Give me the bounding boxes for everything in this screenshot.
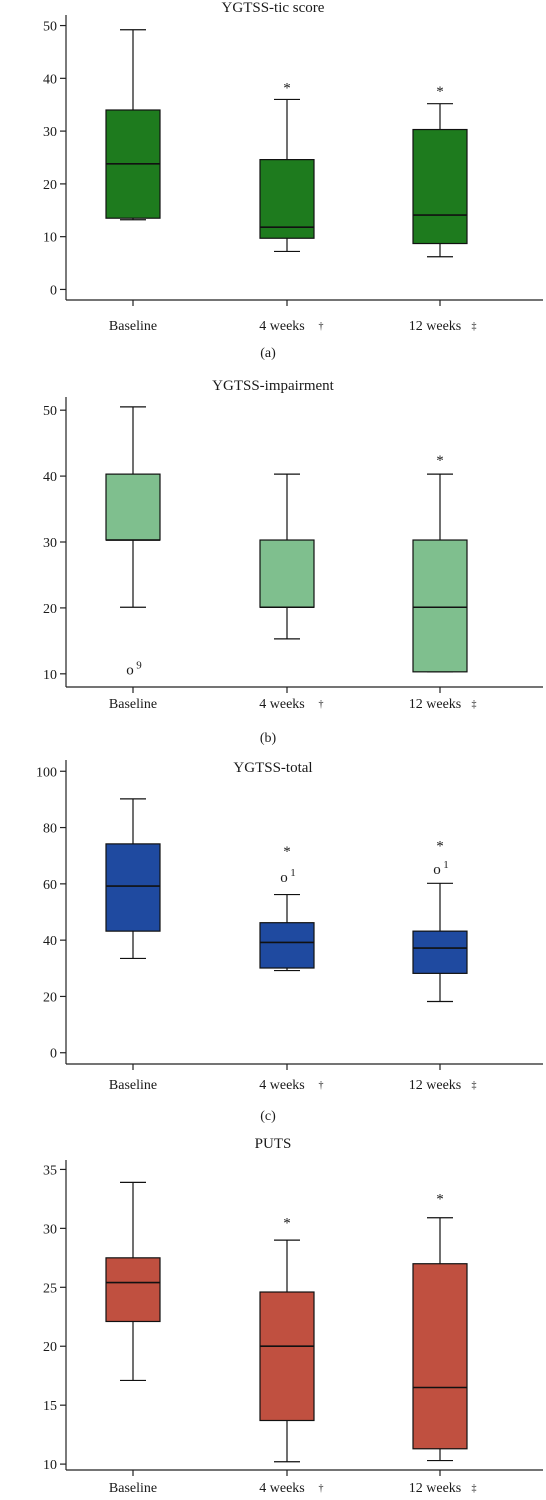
box-iqr — [105, 473, 161, 541]
x-tick-label: 4 weeks — [259, 1481, 305, 1496]
y-tick-label: 100 — [36, 765, 57, 780]
y-tick-label: 25 — [43, 1281, 57, 1296]
x-tick-label: Baseline — [109, 1078, 157, 1093]
significance-asterisk: * — [283, 844, 291, 860]
x-tick-marker: † — [319, 1483, 324, 1494]
x-tick-label: Baseline — [109, 697, 157, 712]
box-iqr — [412, 1263, 468, 1450]
y-tick-label: 20 — [43, 602, 57, 617]
y-tick-label: 10 — [43, 1458, 57, 1473]
y-tick-label: 30 — [43, 536, 57, 551]
x-tick-label: 4 weeks — [259, 697, 305, 712]
outlier-case-label: 9 — [136, 660, 142, 672]
x-tick-label: 12 weeks — [409, 1078, 462, 1093]
y-tick-label: 20 — [43, 1340, 57, 1355]
y-tick-label: 50 — [43, 20, 57, 35]
y-tick-label: 50 — [43, 404, 57, 419]
y-tick-label: 20 — [43, 990, 57, 1005]
x-tick-label: Baseline — [109, 1481, 157, 1496]
box-iqr — [105, 843, 161, 932]
panel-label: (a) — [260, 346, 276, 361]
panel-label: (c) — [260, 1109, 276, 1124]
y-tick-label: 10 — [43, 668, 57, 683]
significance-asterisk: * — [283, 1215, 291, 1231]
x-tick-label: Baseline — [109, 319, 157, 334]
box-iqr — [259, 159, 315, 239]
box-iqr — [259, 922, 315, 969]
box-iqr — [259, 539, 315, 608]
significance-asterisk: * — [436, 1192, 444, 1208]
x-tick-marker: ‡ — [472, 1080, 477, 1091]
box-iqr — [412, 930, 468, 974]
y-tick-label: 15 — [43, 1399, 57, 1414]
x-tick-marker: ‡ — [472, 699, 477, 710]
x-tick-label: 4 weeks — [259, 319, 305, 334]
outlier-case-label: 1 — [290, 867, 296, 879]
y-tick-label: 60 — [43, 878, 57, 893]
outlier-marker: o — [280, 870, 288, 886]
box-iqr — [412, 539, 468, 673]
y-tick-label: 0 — [50, 1047, 57, 1062]
y-tick-label: 20 — [43, 178, 57, 193]
y-tick-label: 40 — [43, 470, 57, 485]
significance-asterisk: * — [436, 84, 444, 100]
significance-asterisk: * — [436, 838, 444, 854]
box-iqr — [105, 1257, 161, 1323]
x-tick-marker: ‡ — [472, 321, 477, 332]
x-tick-marker: ‡ — [472, 1483, 477, 1494]
x-tick-label: 12 weeks — [409, 697, 462, 712]
x-tick-marker: † — [319, 699, 324, 710]
significance-asterisk: * — [283, 80, 291, 96]
y-tick-label: 40 — [43, 934, 57, 949]
y-tick-label: 35 — [43, 1163, 57, 1178]
significance-asterisk: * — [436, 453, 444, 469]
outlier-marker: o — [126, 663, 134, 679]
x-tick-marker: † — [319, 321, 324, 332]
y-tick-label: 0 — [50, 283, 57, 298]
chart-title: YGTSS-impairment — [212, 378, 334, 394]
panel-label: (b) — [260, 731, 277, 746]
x-tick-label: 12 weeks — [409, 319, 462, 334]
outlier-marker: o — [433, 862, 441, 878]
x-tick-label: 12 weeks — [409, 1481, 462, 1496]
chart-title: PUTS — [255, 1136, 292, 1152]
y-tick-label: 80 — [43, 822, 57, 837]
x-tick-marker: † — [319, 1080, 324, 1091]
chart-title: YGTSS-total — [233, 760, 312, 776]
x-tick-label: 4 weeks — [259, 1078, 305, 1093]
box-iqr — [259, 1291, 315, 1422]
y-tick-label: 30 — [43, 1222, 57, 1237]
y-tick-label: 40 — [43, 72, 57, 87]
outlier-case-label: 1 — [443, 859, 449, 871]
y-tick-label: 30 — [43, 125, 57, 140]
chart-title: YGTSS-tic score — [222, 0, 325, 16]
box-iqr — [412, 128, 468, 245]
y-tick-label: 10 — [43, 231, 57, 246]
